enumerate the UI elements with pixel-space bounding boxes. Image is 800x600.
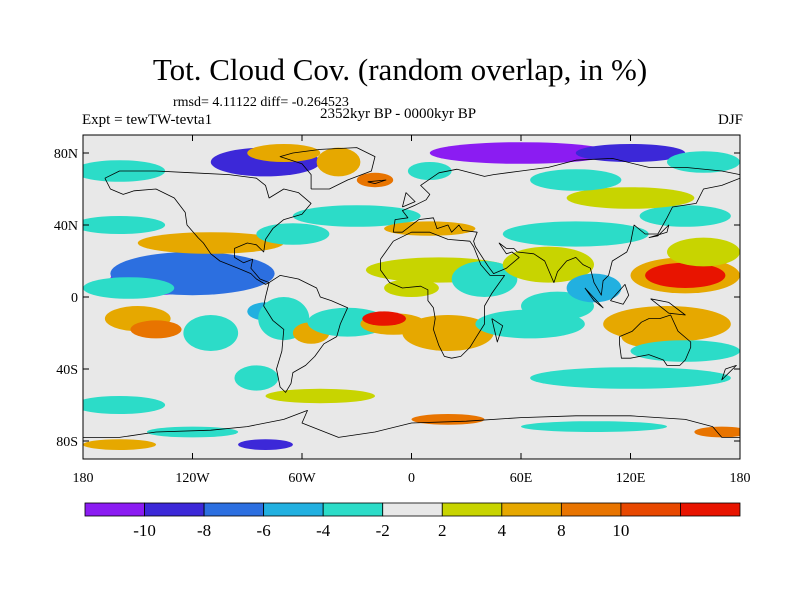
- lon-tick-label-3: 0: [408, 471, 415, 486]
- anomaly-patch-6: [234, 365, 279, 391]
- anomaly-patch-13: [402, 315, 494, 351]
- stats-line: rmsd= 4.11122 diff= -0.264523: [173, 95, 349, 110]
- anomaly-patch-52: [521, 421, 667, 432]
- anomaly-patch-35: [566, 187, 695, 209]
- colorbar-box-1: [144, 502, 205, 517]
- colorbar-label-3: -4: [316, 521, 331, 540]
- anomaly-patch-22: [645, 262, 726, 288]
- anomaly-patch-32: [384, 221, 476, 236]
- coastline-1: [263, 274, 349, 393]
- lon-tick-label-2: 60W: [288, 471, 316, 486]
- coastline-5: [619, 314, 692, 366]
- coastline-9: [650, 298, 686, 316]
- coastline-12: [402, 192, 416, 208]
- anomaly-patch-50: [238, 439, 293, 450]
- lat-tick-label-2: 0: [71, 291, 78, 306]
- axis-ticks: 80N 40N 0 40S 80S 180 120W 60W 0 60E 120E 180: [54, 135, 751, 486]
- lon-tick-label-4: 60E: [510, 471, 533, 486]
- anomaly-patch-46: [83, 396, 166, 414]
- colorbar-box-0: [84, 502, 145, 517]
- lon-tick-label-1: 120W: [175, 471, 210, 486]
- anomaly-patch-51: [411, 414, 485, 425]
- colorbar-label-0: -10: [133, 521, 156, 540]
- colorbar-box-4: [322, 502, 384, 517]
- lat-tick-label-1: 40N: [54, 219, 78, 234]
- anomaly-patch-16: [451, 261, 518, 297]
- colorbar-box-7: [501, 502, 562, 517]
- coastline-0: [104, 170, 312, 285]
- experiment-label: Expt = tewTW-tevta1: [82, 112, 213, 128]
- coastline-13: [491, 318, 504, 343]
- anomaly-patch-20: [566, 273, 622, 303]
- colorbar-label-5: 2: [438, 521, 447, 540]
- coastline-14: [367, 179, 387, 185]
- season-label: DJF: [717, 112, 743, 128]
- colorbar-label-6: 4: [498, 521, 507, 540]
- colorbar-box-9: [620, 502, 681, 517]
- anomaly-patch-41: [407, 162, 452, 180]
- lon-tick-label-0: 180: [73, 471, 94, 486]
- anomaly-patch-17: [502, 246, 594, 283]
- coastline-11: [721, 364, 737, 381]
- colorbar: -10 -8 -6 -4 -2 2 4 8 10: [84, 502, 741, 540]
- colorbar-box-10: [680, 502, 741, 517]
- anomaly-patch-26: [630, 340, 740, 362]
- anomaly-patch-38: [247, 144, 321, 162]
- anomaly-patch-44: [530, 169, 622, 191]
- coastline-4: [380, 231, 506, 359]
- colorbar-label-2: -6: [257, 521, 271, 540]
- lon-tick-label-5: 120E: [616, 471, 646, 486]
- anomaly-patch-19: [475, 309, 585, 339]
- time-range-subtitle: 2352kyr BP - 0000kyr BP: [320, 106, 477, 122]
- colorbar-label-7: 8: [557, 521, 566, 540]
- anomaly-field: [83, 142, 740, 450]
- colorbar-label-4: -2: [376, 521, 390, 540]
- anomaly-patch-31: [292, 205, 421, 227]
- colorbar-box-6: [441, 502, 503, 517]
- colorbar-label-8: 10: [612, 521, 629, 540]
- coastline-3: [392, 157, 740, 296]
- anomaly-patch-48: [83, 439, 156, 450]
- anomaly-patch-39: [316, 147, 361, 177]
- anomaly-patch-12: [362, 311, 407, 326]
- anomaly-patch-49: [146, 426, 239, 438]
- lat-tick-label-4: 80S: [56, 435, 78, 450]
- anomaly-patch-47: [265, 388, 375, 404]
- anomaly-patch-5: [183, 315, 239, 351]
- anomaly-patch-30: [256, 223, 330, 245]
- coastline-7: [584, 287, 604, 309]
- colorbar-box-8: [560, 502, 622, 517]
- coastline-10: [648, 224, 670, 238]
- colorbar-box-3: [263, 502, 324, 517]
- anomaly-patch-28: [83, 216, 166, 234]
- anomaly-patch-33: [502, 221, 649, 247]
- colorbar-box-5: [382, 502, 443, 517]
- coastlines: [83, 147, 740, 438]
- anomaly-patch-42: [429, 142, 613, 164]
- anomaly-patch-2: [83, 277, 175, 299]
- lon-tick-label-6: 180: [730, 471, 751, 486]
- coastline-2: [279, 147, 376, 190]
- anomaly-patch-43: [575, 144, 686, 162]
- coastline-6: [83, 409, 740, 438]
- colorbar-box-2: [203, 502, 265, 517]
- anomaly-patch-53: [694, 426, 740, 438]
- lat-tick-label-3: 40S: [56, 363, 78, 378]
- anomaly-patch-14: [384, 279, 439, 297]
- anomaly-patch-40: [356, 172, 394, 188]
- plot-title: Tot. Cloud Cov. (random overlap, in %): [152, 52, 648, 87]
- colorbar-label-1: -8: [197, 521, 211, 540]
- anomaly-patch-27: [530, 367, 731, 389]
- lat-tick-label-0: 80N: [54, 147, 78, 162]
- anomaly-patch-4: [130, 320, 182, 339]
- anomaly-patch-34: [639, 205, 731, 227]
- anomaly-patch-29: [137, 232, 284, 254]
- anomaly-patch-23: [667, 237, 740, 267]
- coastline-8: [610, 283, 630, 305]
